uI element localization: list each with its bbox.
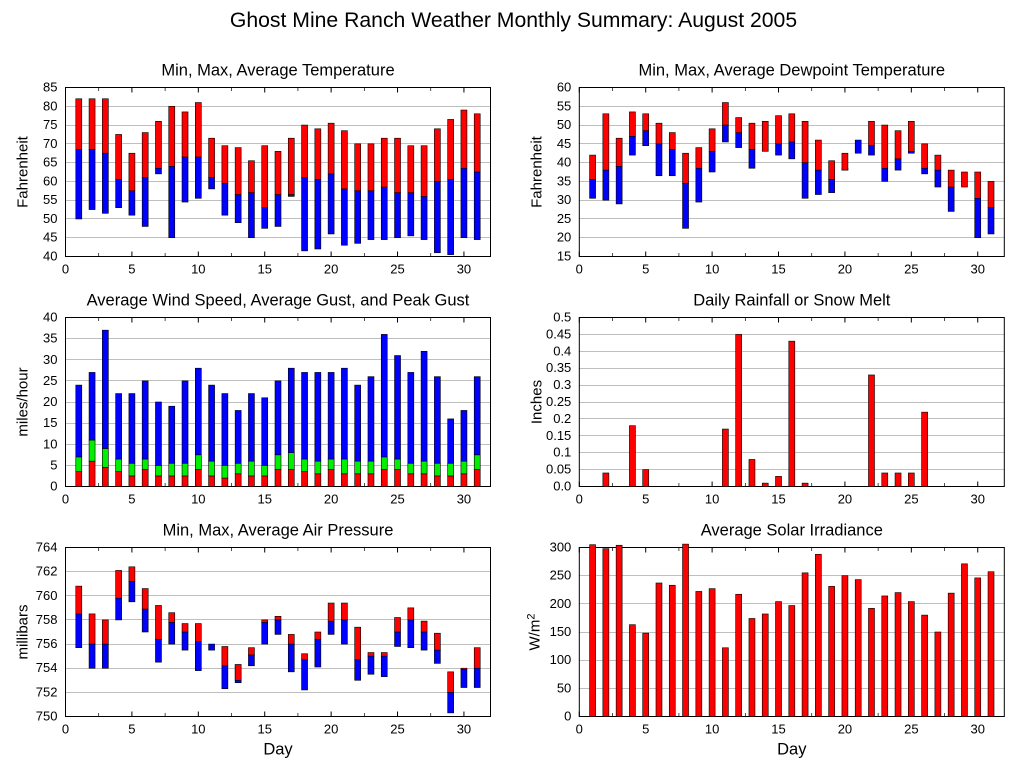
svg-text:10: 10	[705, 722, 719, 737]
svg-text:25: 25	[904, 722, 918, 737]
svg-text:5: 5	[642, 722, 649, 737]
svg-text:W/m2: W/m2	[525, 614, 543, 651]
svg-text:Day: Day	[777, 741, 807, 759]
svg-text:300: 300	[550, 540, 572, 555]
svg-text:100: 100	[550, 652, 572, 667]
svg-text:250: 250	[550, 568, 572, 583]
svg-text:0: 0	[576, 722, 583, 737]
svg-text:15: 15	[771, 722, 785, 737]
svg-text:50: 50	[557, 680, 571, 695]
svg-text:20: 20	[838, 722, 852, 737]
svg-text:0: 0	[564, 709, 571, 724]
svg-text:150: 150	[550, 624, 572, 639]
svg-text:Average Solar Irradiance: Average Solar Irradiance	[701, 522, 883, 540]
svg-text:30: 30	[971, 722, 985, 737]
svg-text:200: 200	[550, 596, 572, 611]
